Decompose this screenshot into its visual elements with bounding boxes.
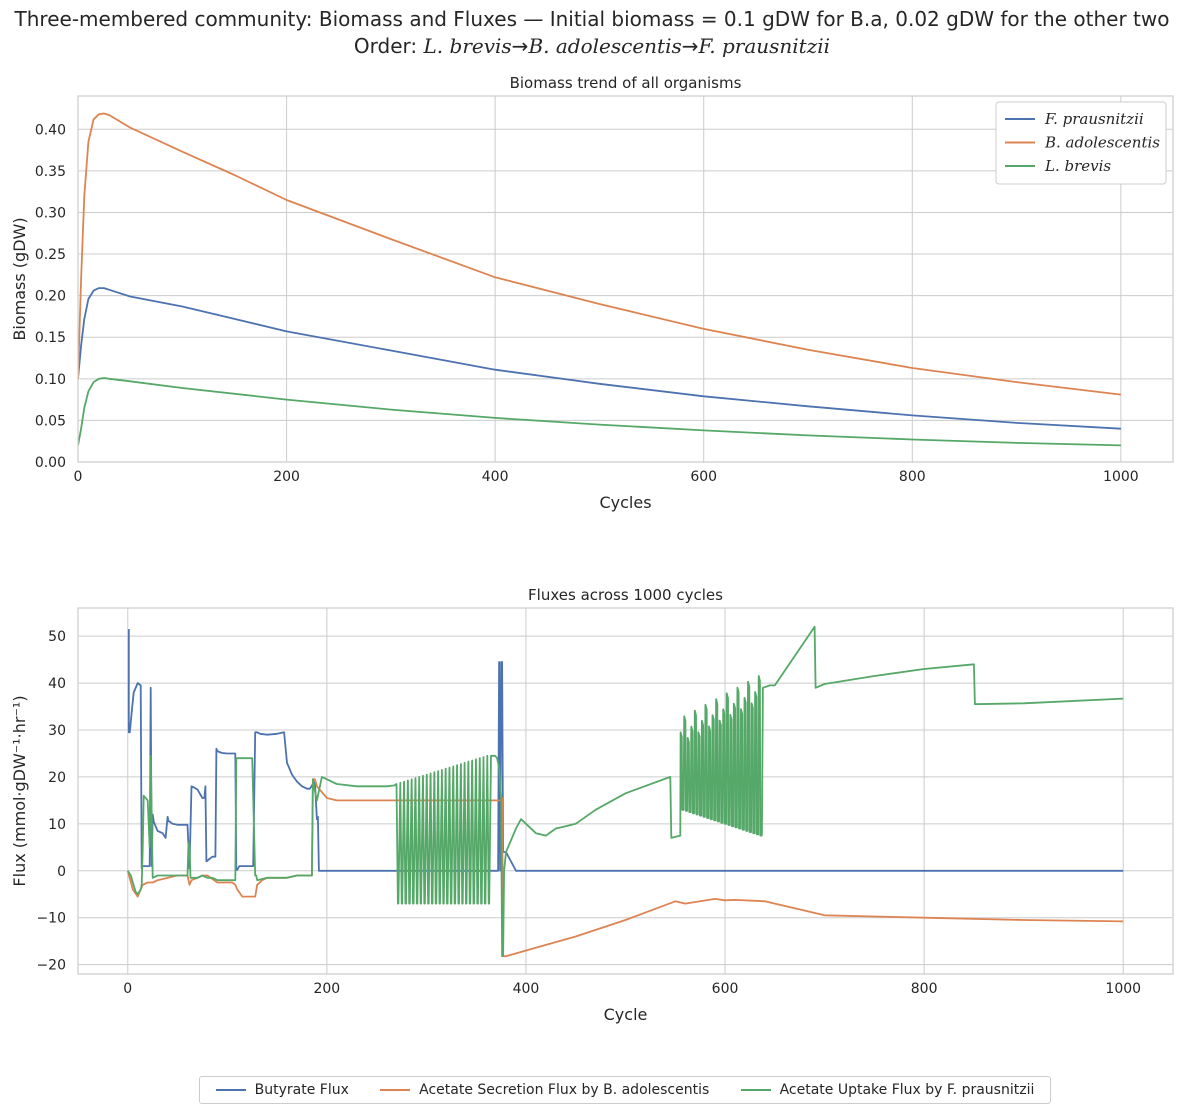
biomass-xtick-label: 1000 (1103, 469, 1139, 485)
flux-legend-swatch-3 (740, 1089, 771, 1091)
biomass-chart-title: Biomass trend of all organisms (510, 74, 742, 92)
biomass-legend-frame (995, 101, 1167, 185)
flux-ytick-label: 0 (57, 864, 66, 880)
figure-canvas: 0 200 400 600 800 10000.000.050.100.150.200.2… (10, 74, 1174, 1024)
biomass-legend: F. prausnitzii B. adolescentis L. brevis (995, 101, 1167, 185)
biomass-xtick-label: 800 (899, 469, 926, 485)
flux-ytick-label: −10 (36, 911, 66, 927)
flux-ytick-label: 30 (48, 723, 66, 739)
flux-legend-swatch-1 (215, 1089, 246, 1091)
suptitle-organism-3: F. prausnitzii (698, 34, 831, 58)
flux-series-group (126, 625, 1124, 958)
flux-ytick-label: 20 (48, 770, 66, 786)
flux-axes-frame (77, 607, 1174, 975)
suptitle-arrow-1: → (511, 34, 529, 58)
legend-label-3: L. brevis (1044, 157, 1111, 175)
flux-xtick-label: 200 (313, 981, 340, 997)
biomass-series-group (78, 112, 1122, 447)
biomass-series-3-line (78, 377, 1121, 447)
biomass-xtick-label: 0 (74, 469, 83, 485)
biomass-ytick-label: 0.15 (35, 330, 66, 346)
flux-legend-label-1: Butyrate Flux (254, 1082, 349, 1098)
biomass-xtick-label: 200 (273, 469, 300, 485)
flux-ytick-label: 40 (48, 676, 66, 692)
legend-label-2: B. adolescentis (1044, 134, 1160, 152)
flux-ytick-label: −20 (36, 958, 66, 974)
flux-legend-label-2: Acetate Secretion Flux by B. adolescenti… (419, 1082, 710, 1098)
flux-ytick-label: 10 (48, 817, 66, 833)
flux-xtick-label: 400 (513, 981, 540, 997)
suptitle-order-prefix: Order: (353, 34, 424, 58)
figure-suptitle-line2: Order: L. brevis→B. adolescentis→F. prau… (0, 33, 1184, 59)
flux-xtick-label: 0 (123, 981, 132, 997)
panel-flux: 0 200 400 600 800 1000 −20 −10 0 10 20 30 40 50 Fluxes… (10, 586, 1174, 1024)
flux-legend-swatch-2 (380, 1089, 411, 1091)
suptitle-organism-1: L. brevis (423, 34, 512, 58)
biomass-ytick-label: 0.10 (35, 372, 66, 388)
figure-suptitle-line1: Three-membered community: Biomass and Fl… (14, 7, 1170, 31)
flux-xtick-label: 1000 (1105, 981, 1141, 997)
flux-legend-item-2: Acetate Secretion Flux by B. adolescenti… (380, 1082, 709, 1098)
flux-series-2-line (126, 778, 1124, 958)
biomass-ytick-label: 0.40 (35, 122, 66, 138)
biomass-ytick-label: 0.20 (35, 289, 66, 305)
suptitle-organism-2: B. adolescentis (528, 34, 682, 58)
biomass-xtick-label: 400 (482, 469, 509, 485)
flux-series-3-line (127, 625, 1124, 958)
biomass-ytick-label: 0.00 (35, 455, 66, 471)
biomass-ytick-label: 0.25 (35, 247, 66, 263)
flux-x-axis-label: Cycle (604, 1005, 648, 1024)
flux-legend-item-1: Butyrate Flux (215, 1082, 349, 1098)
biomass-ytick-label: 0.35 (35, 164, 66, 180)
flux-xtick-label: 800 (911, 981, 938, 997)
flux-xtick-label: 600 (712, 981, 739, 997)
biomass-xtick-label: 600 (690, 469, 717, 485)
flux-legend-item-3: Acetate Uptake Flux by F. prausnitzii (740, 1082, 1035, 1098)
suptitle-arrow-2: → (681, 34, 699, 58)
flux-chart-title: Fluxes across 1000 cycles (528, 586, 723, 604)
biomass-y-axis-label: Biomass (gDW) (10, 217, 29, 340)
legend-label-1: F. prausnitzii (1044, 110, 1144, 128)
biomass-ytick-label: 0.05 (35, 413, 66, 429)
biomass-axes-frame (77, 95, 1174, 463)
flux-y-axis-label: Flux (mmol·gDW⁻¹·hr⁻¹) (10, 695, 29, 886)
panel-biomass: 0 200 400 600 800 1000 0.00 0.05 0.10 0.15 0.20 0.2… (10, 74, 1174, 512)
flux-ytick-label: 50 (48, 629, 66, 645)
biomass-x-axis-label: Cycles (599, 493, 651, 512)
flux-legend: Butyrate Flux Acetate Secretion Flux by B… (199, 1076, 1051, 1104)
biomass-series-2-line (78, 112, 1122, 396)
biomass-ytick-label: 0.30 (35, 205, 66, 221)
biomass-series-1-line (78, 287, 1121, 430)
flux-legend-label-3: Acetate Uptake Flux by F. prausnitzii (779, 1082, 1035, 1098)
